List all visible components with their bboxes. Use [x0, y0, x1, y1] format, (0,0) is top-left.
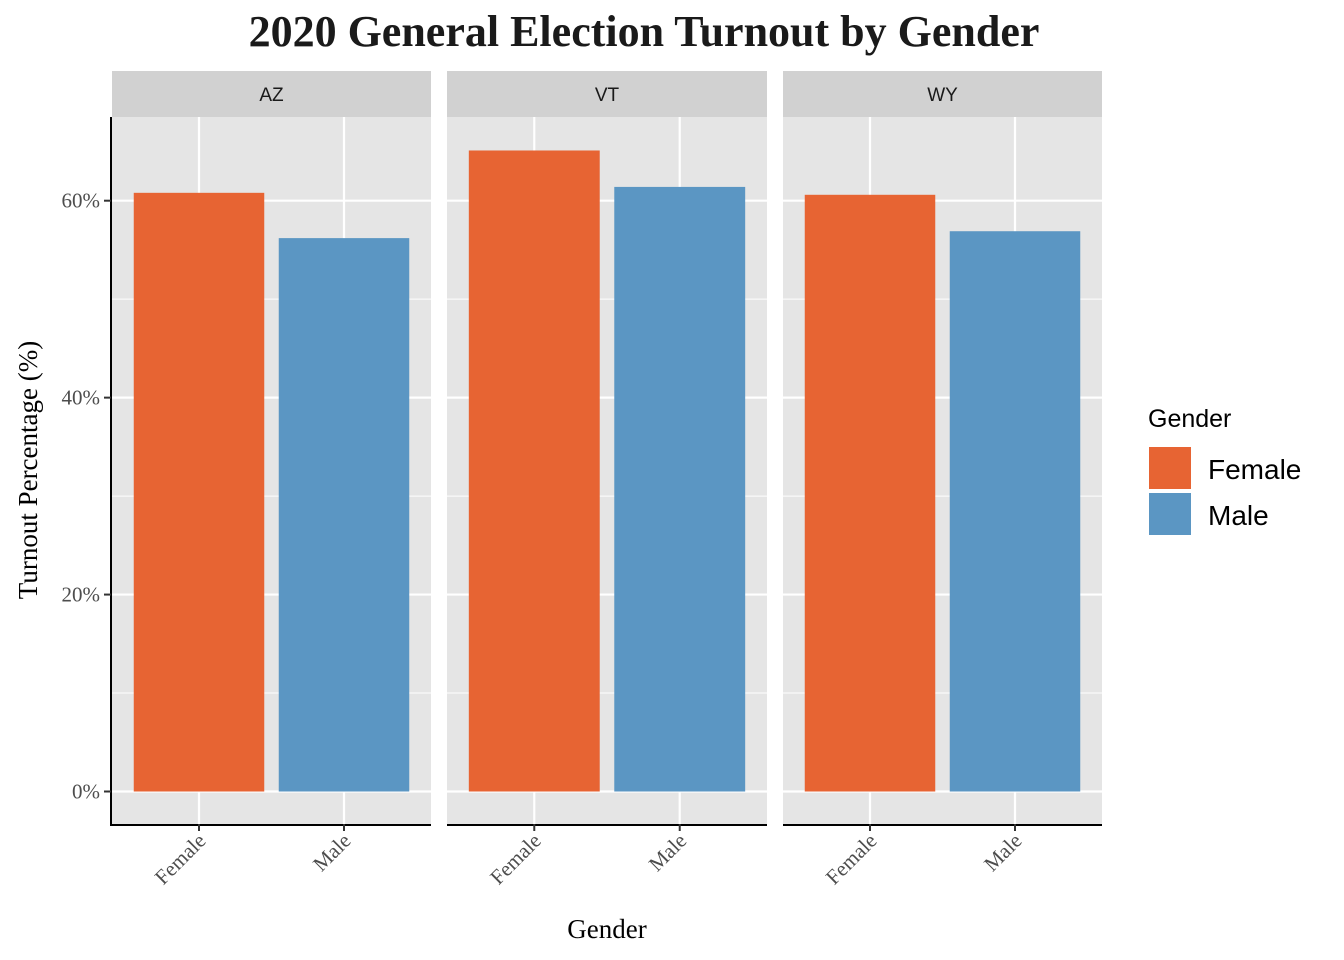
facet-strip-label: VT — [595, 85, 620, 106]
y-tick-label: 0% — [72, 780, 100, 804]
facet-wy: WY Female Male — [783, 71, 1102, 889]
legend: Gender Female Male — [1147, 405, 1301, 537]
bar-az-male — [278, 238, 410, 792]
legend-label-female: Female — [1208, 454, 1301, 485]
x-tick-label: Male — [308, 829, 355, 876]
y-axis-title: Turnout Percentage (%) — [13, 341, 43, 599]
legend-title: Gender — [1148, 405, 1231, 433]
bar-vt-female — [468, 150, 600, 792]
legend-swatch-female — [1147, 445, 1193, 491]
facet-strip-label: AZ — [259, 85, 284, 106]
facet-az: AZ Female Male — [112, 71, 431, 889]
facet-panels: AZ Female Male VT Female Male WY Female Male — [112, 71, 1102, 889]
y-tick-label: 60% — [62, 189, 101, 213]
y-tick-label: 40% — [62, 386, 101, 410]
y-tick-label: 20% — [62, 583, 101, 607]
facet-strip — [447, 71, 767, 117]
facet-strip-label: WY — [927, 85, 958, 106]
facet-strip — [112, 71, 431, 117]
x-tick-label: Female — [485, 829, 546, 890]
facet-vt: VT Female Male — [447, 71, 767, 889]
facet-strip — [783, 71, 1102, 117]
bar-wy-male — [949, 231, 1081, 792]
bar-wy-female — [804, 194, 936, 792]
bar-az-female — [133, 192, 265, 792]
bar-vt-male — [614, 186, 746, 792]
chart-title: 2020 General Election Turnout by Gender — [249, 7, 1040, 56]
x-tick-label: Female — [150, 829, 211, 890]
legend-swatch-male — [1147, 491, 1193, 537]
x-tick-label: Male — [644, 829, 691, 876]
x-tick-label: Male — [979, 829, 1026, 876]
x-tick-label: Female — [821, 829, 882, 890]
x-axis-title: Gender — [567, 914, 646, 944]
legend-label-male: Male — [1208, 500, 1269, 531]
y-axis: 0% 20% 40% 60% — [62, 117, 112, 826]
